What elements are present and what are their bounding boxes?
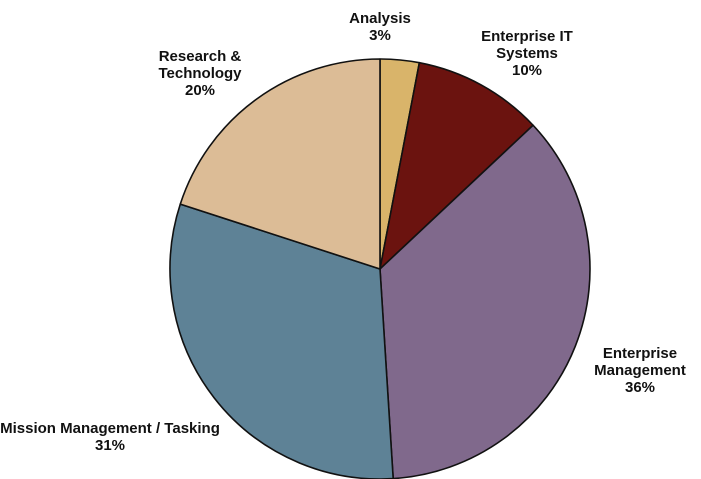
category-name: Enterprise Management	[594, 345, 686, 379]
pie-slice	[379, 61, 534, 270]
slice-label: Analysis 3%	[330, 10, 430, 44]
category-name: Research & Technology	[158, 48, 242, 82]
category-name: Enterprise IT Systems	[481, 28, 573, 62]
value-label: 31%	[94, 437, 126, 454]
slice-label: Enterprise Management 36%	[580, 345, 700, 396]
slice-label: Research & Technology 20%	[140, 48, 260, 99]
pie-slice	[379, 124, 591, 479]
value-label: 36%	[624, 379, 656, 396]
pie-slice	[179, 58, 381, 270]
value-label: 10%	[511, 62, 543, 79]
slice-label: Mission Management / Tasking 31%	[0, 420, 220, 454]
category-name: Analysis	[349, 10, 411, 27]
value-label: 20%	[184, 82, 216, 99]
value-label: 3%	[369, 27, 391, 44]
pie-slice	[169, 203, 394, 479]
category-name: Mission Management / Tasking	[0, 420, 220, 437]
slice-label: Enterprise IT Systems 10%	[462, 28, 592, 79]
